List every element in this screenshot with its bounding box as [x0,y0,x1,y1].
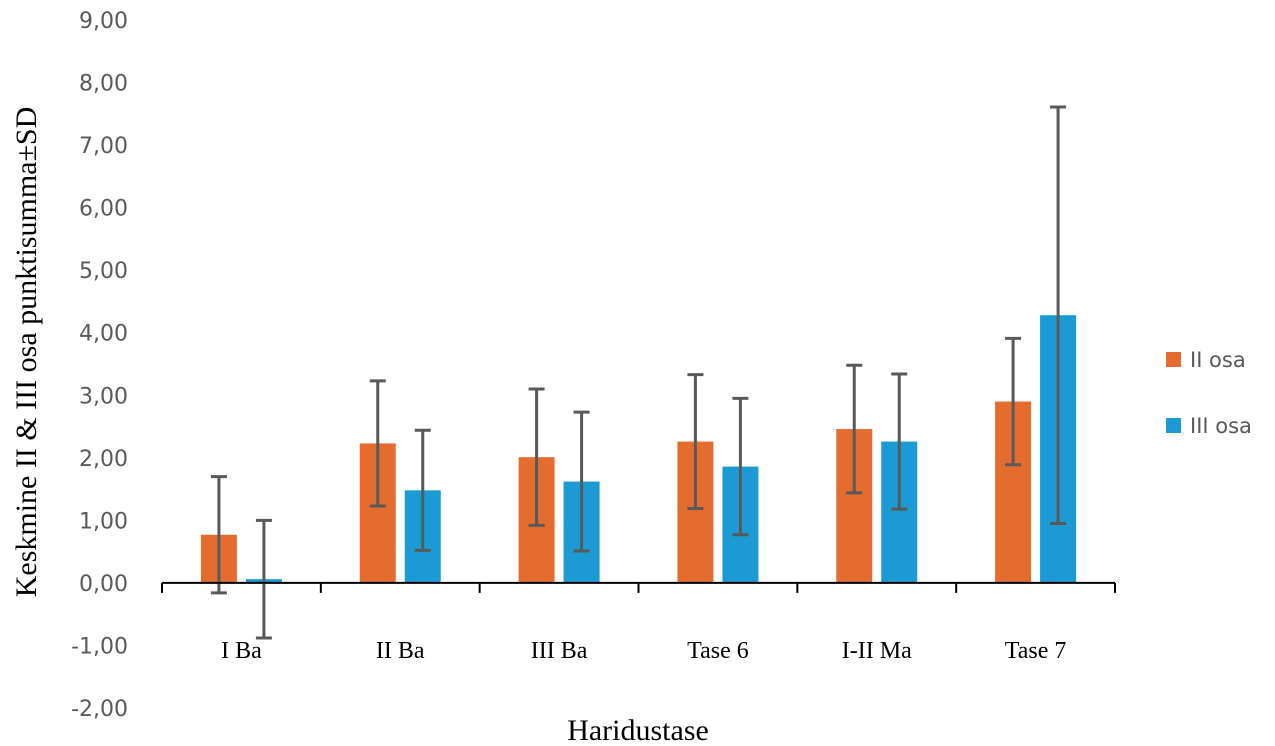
y-tick-label: 4,00 [79,322,128,347]
x-tick-label: Tase 6 [687,638,749,664]
y-tick-label: 0,00 [79,572,128,597]
y-tick-label: 6,00 [79,197,128,222]
y-tick-label: -2,00 [71,697,128,722]
legend-label: II osa [1190,348,1246,372]
legend-label: III osa [1190,414,1252,438]
y-tick-label: 1,00 [79,509,128,534]
y-tick-label: -1,00 [71,634,128,659]
x-tick-label: I Ba [221,638,262,664]
x-tick-label: III Ba [531,638,588,664]
y-axis-title: Keskmine II & III osa punktisumma±SD [10,107,43,598]
x-tick-label: Tase 7 [1005,638,1067,664]
y-tick-label: 7,00 [79,134,128,159]
x-axis [161,581,1116,593]
y-axis-ticks: -2,00 -1,00 0,00 1,00 2,00 3,00 4,00 5,00 6,00 7,… [71,9,128,722]
y-tick-label: 8,00 [79,72,128,97]
x-axis-ticks: I Ba II Ba III Ba Tase 6 I-II Ma Tase 7 [221,638,1066,664]
y-tick-label: 2,00 [79,447,128,472]
y-tick-label: 9,00 [79,9,128,34]
error-bars [210,105,1067,640]
bars [200,315,1077,583]
x-tick-label: II Ba [376,638,425,664]
x-tick-label: I-II Ma [842,638,912,664]
y-tick-label: 3,00 [79,384,128,409]
x-axis-title: Haridustase [567,714,709,746]
y-tick-label: 5,00 [79,259,128,284]
legend: II osa III osa [1166,348,1252,438]
legend-swatch [1166,352,1181,367]
legend-swatch [1166,418,1181,433]
